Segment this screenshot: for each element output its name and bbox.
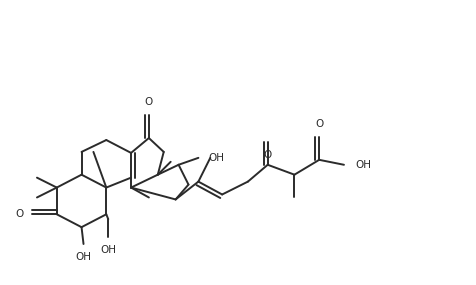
Text: O: O <box>145 97 153 107</box>
Text: OH: OH <box>356 160 372 170</box>
Text: OH: OH <box>208 153 224 163</box>
Text: O: O <box>264 150 272 160</box>
Text: O: O <box>315 119 323 129</box>
Text: OH: OH <box>76 252 91 262</box>
Text: O: O <box>16 209 24 219</box>
Text: OH: OH <box>100 245 116 255</box>
